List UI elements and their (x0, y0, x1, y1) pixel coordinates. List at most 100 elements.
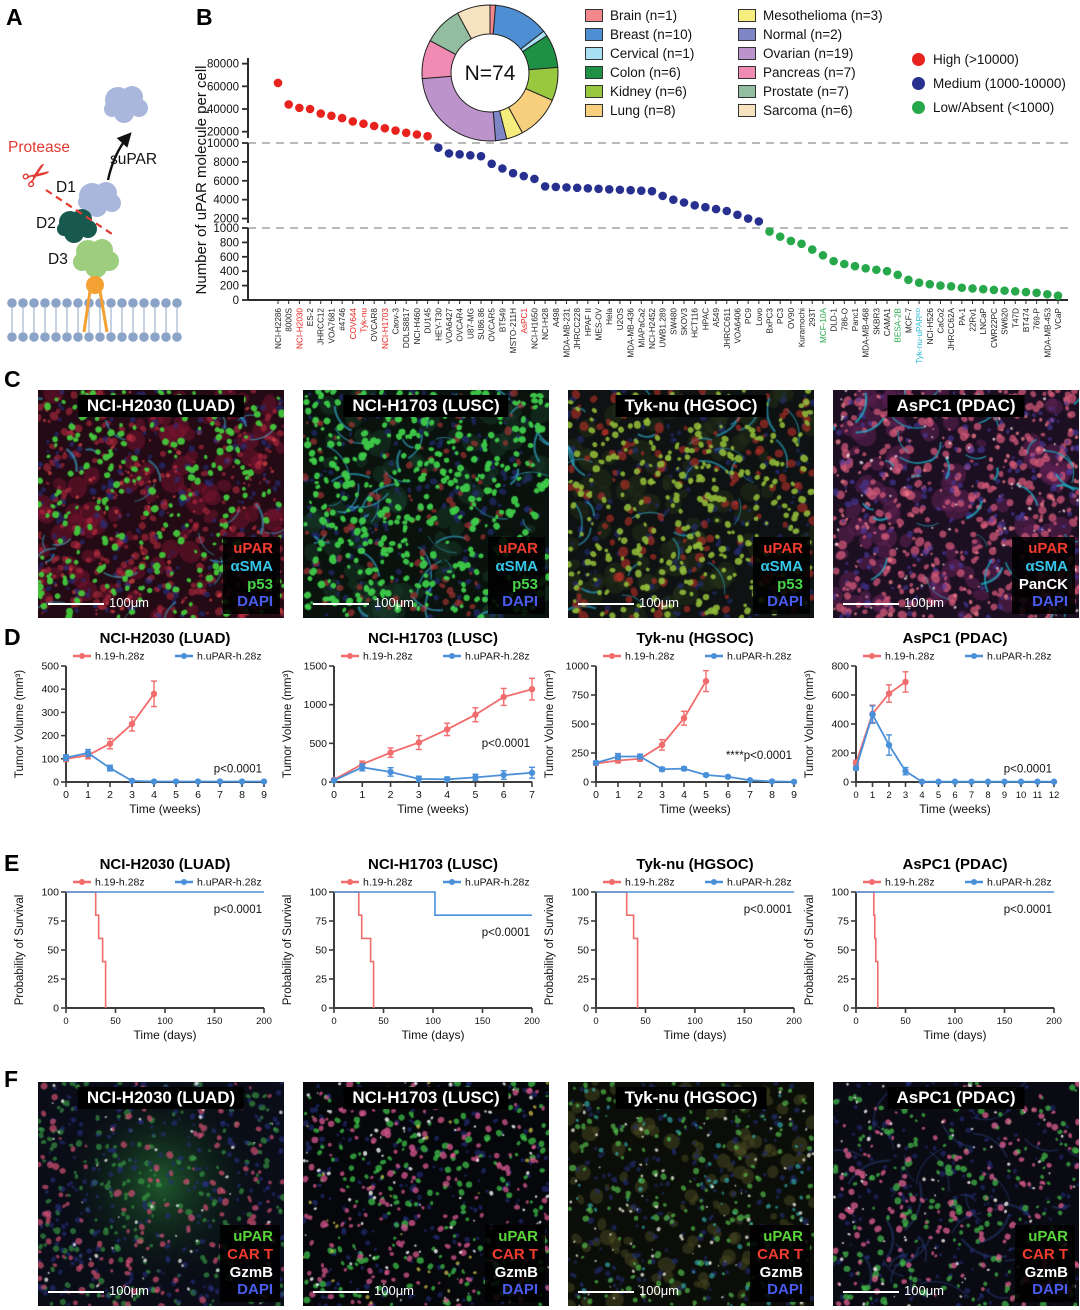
svg-text:ES-2: ES-2 (306, 308, 315, 327)
svg-text:Time (days): Time (days) (134, 1028, 197, 1042)
scale-bar-label: 100μm (109, 1283, 150, 1298)
channel-label: CAR T (227, 1245, 273, 1263)
legend-swatch (738, 66, 756, 79)
svg-text:50: 50 (900, 1016, 911, 1027)
channel-label: p53 (512, 575, 538, 593)
svg-text:Hela: Hela (605, 308, 614, 325)
svg-text:SKBR3: SKBR3 (872, 308, 881, 335)
scale-bar: 100μm (48, 595, 149, 610)
svg-text:BESA-2B: BESA-2B (894, 307, 903, 342)
panel-f-micrograph-nci-h1703: NCI-H1703 (LUSC) uPAR CAR T GzmB DAPI 10… (303, 1082, 549, 1306)
svg-text:4: 4 (919, 790, 924, 801)
svg-text:2: 2 (388, 789, 394, 801)
legend-item: Brain (n=1) (585, 8, 694, 23)
svg-text:MDA-MB-468: MDA-MB-468 (862, 308, 871, 358)
svg-text:600: 600 (831, 690, 849, 702)
svg-text:9: 9 (1002, 790, 1007, 801)
channel-label: GzmB (494, 1263, 538, 1281)
svg-text:Tumor Volume (mm³): Tumor Volume (mm³) (282, 670, 294, 778)
svg-text:2: 2 (637, 789, 643, 801)
svg-text:25: 25 (577, 974, 589, 986)
channel-legend: uPAR αSMA p53 DAPI (488, 537, 545, 614)
svg-text:6: 6 (725, 789, 731, 801)
svg-text:p<0.0001: p<0.0001 (1004, 904, 1052, 916)
svg-text:h.uPAR-h.28z: h.uPAR-h.28z (727, 877, 792, 889)
svg-text:h.19-h.28z: h.19-h.28z (363, 651, 413, 663)
svg-text:200: 200 (256, 1016, 272, 1027)
micrograph-title: NCI-H2030 (LUAD) (77, 395, 245, 417)
legend-item: Kidney (n=6) (585, 84, 694, 99)
tumor-volume-chart-tyk-nu: 0 250 500 750 1000 0 1 2 3 4 5 6 7 8 9 Time (weeks) Tumo… (544, 630, 798, 816)
channel-label: DAPI (502, 1281, 538, 1299)
svg-text:100: 100 (425, 1016, 441, 1027)
channel-label: GzmB (229, 1263, 273, 1281)
svg-text:4000: 4000 (213, 195, 239, 207)
svg-text:NCI-H1703 (LUSC): NCI-H1703 (LUSC) (368, 856, 498, 873)
svg-text:Tumor Volume (mm³): Tumor Volume (mm³) (14, 670, 26, 778)
svg-text:200: 200 (220, 281, 239, 293)
svg-text:200: 200 (831, 748, 849, 760)
svg-text:Panc1: Panc1 (851, 308, 860, 332)
tumor-volume-chart-nci-h2030: 0 100 200 300 400 500 0 1 2 3 4 5 6 7 8 9 Time (weeks) Tu… (14, 630, 268, 816)
channel-label: αSMA (495, 557, 538, 575)
micrograph-title: Tyk-nu (HGSOC) (615, 395, 767, 417)
channel-label: uPAR (233, 1228, 273, 1246)
svg-text:OVCAR8: OVCAR8 (370, 308, 379, 342)
panel-e-letter: E (4, 850, 20, 876)
upar-expression-scatter-plot: 2000040000600008000020004000600080001000… (193, 4, 1068, 364)
svg-text:p<0.0001: p<0.0001 (482, 927, 530, 939)
legend-item: Normal (n=2) (738, 27, 883, 42)
svg-text:NCI-H2452: NCI-H2452 (648, 308, 657, 349)
svg-text:A498: A498 (552, 308, 561, 328)
legend-label: Ovarian (n=19) (763, 46, 854, 61)
legend-swatch (738, 104, 756, 117)
svg-text:COV644: COV644 (349, 308, 358, 340)
svg-text:1: 1 (870, 790, 875, 801)
svg-text:JHRCC611: JHRCC611 (723, 308, 732, 349)
svg-text:NCI-H28: NCI-H28 (541, 308, 550, 340)
legend-label: Cervical (n=1) (610, 46, 695, 61)
expression-level-legend: High (>10000) Medium (1000-10000) Low/Abse… (912, 52, 1066, 115)
panel-f-letter: F (4, 1066, 19, 1092)
scale-bar-label: 100μm (904, 595, 945, 610)
svg-text:DLD-1: DLD-1 (830, 308, 839, 332)
svg-text:750: 750 (571, 690, 589, 702)
channel-label: CAR T (1022, 1245, 1068, 1263)
svg-text:LNCaP: LNCaP (979, 307, 988, 334)
panel-f-micrograph-nci-h2030: NCI-H2030 (LUAD) uPAR CAR T GzmB DAPI 10… (38, 1082, 284, 1306)
d3-label: D3 (48, 251, 68, 268)
micrograph-title: NCI-H1703 (LUSC) (343, 395, 509, 417)
svg-text:4: 4 (444, 789, 450, 801)
legend-swatch (585, 9, 603, 22)
svg-text:0: 0 (331, 1016, 336, 1027)
svg-text:769-P: 769-P (1033, 307, 1042, 329)
svg-text:0: 0 (583, 1003, 589, 1015)
micrograph-title: Tyk-nu (HGSOC) (615, 1087, 767, 1109)
svg-text:h.uPAR-h.28z: h.uPAR-h.28z (727, 651, 792, 663)
svg-text:NCI-H1703: NCI-H1703 (381, 308, 390, 349)
svg-text:8: 8 (985, 790, 990, 801)
svg-text:PC9: PC9 (744, 308, 753, 324)
svg-text:Probability of Survival: Probability of Survival (544, 895, 556, 1006)
svg-text:400: 400 (831, 719, 849, 731)
panel-f-micrograph-aspc1: AsPC1 (PDAC) uPAR CAR T GzmB DAPI 100μm (833, 1082, 1079, 1306)
svg-text:2000: 2000 (213, 214, 239, 226)
micrograph-title: AsPC1 (PDAC) (887, 395, 1025, 417)
scissors-icon: ✂ (15, 152, 60, 199)
svg-text:60000: 60000 (207, 81, 239, 93)
svg-text:400: 400 (41, 684, 59, 696)
svg-text:75: 75 (577, 916, 589, 928)
svg-text:h.uPAR-h.28z: h.uPAR-h.28z (197, 651, 262, 663)
svg-text:OV90: OV90 (787, 308, 796, 329)
svg-text:HEY-T30: HEY-T30 (434, 308, 443, 341)
svg-text:NCI-H1703 (LUSC): NCI-H1703 (LUSC) (368, 630, 498, 647)
svg-text:Probability of Survival: Probability of Survival (14, 895, 26, 1006)
svg-text:8: 8 (239, 789, 245, 801)
channel-legend: uPAR αSMA PanCK DAPI (1011, 537, 1075, 614)
svg-text:VOA7681: VOA7681 (327, 308, 336, 344)
channel-label: uPAR (763, 540, 803, 558)
svg-text:4: 4 (681, 789, 687, 801)
svg-text:h.19-h.28z: h.19-h.28z (95, 651, 145, 663)
svg-text:Time (days): Time (days) (664, 1028, 727, 1042)
channel-legend: uPAR CAR T GzmB DAPI (1015, 1225, 1075, 1302)
